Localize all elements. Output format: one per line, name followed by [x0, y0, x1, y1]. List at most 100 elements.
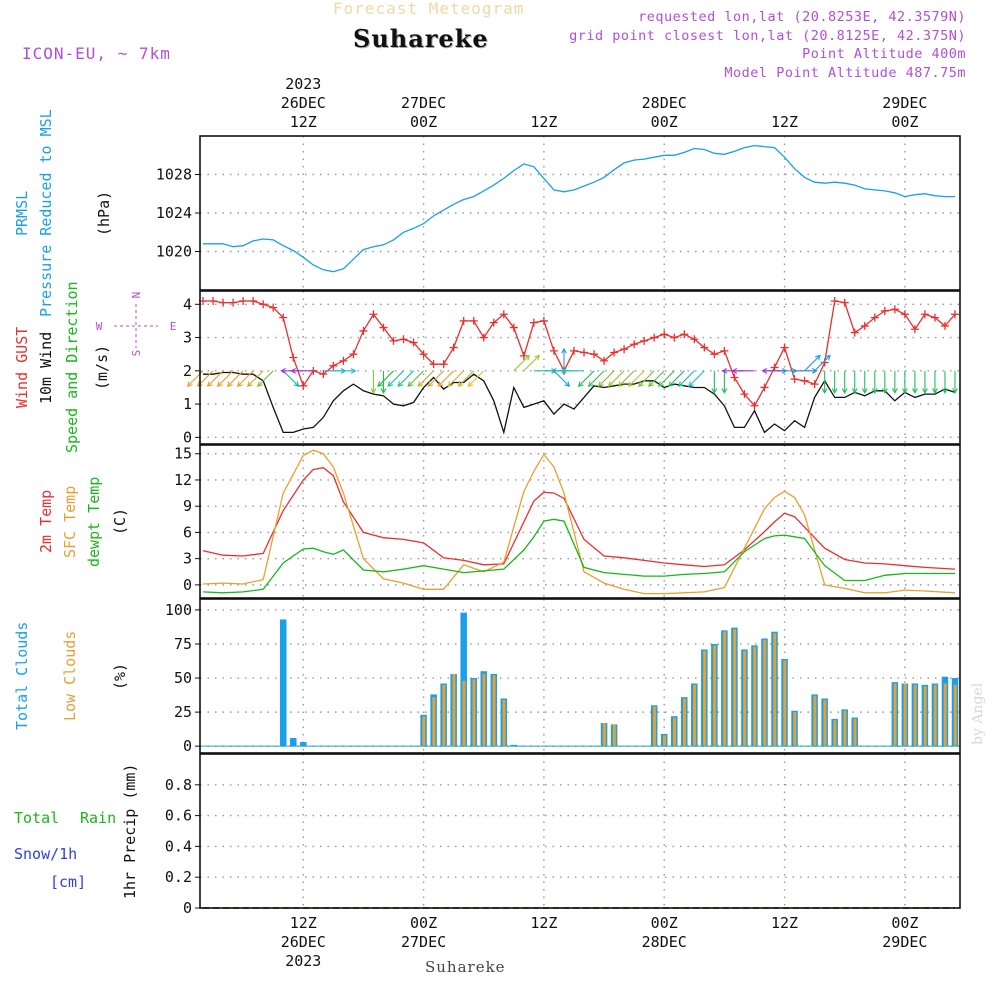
gust-marker [459, 316, 468, 325]
wind-direction-arrow [256, 370, 274, 388]
pressure-line [203, 144, 955, 273]
clouds-bar-low [773, 633, 777, 747]
wind-direction-arrow [523, 354, 541, 372]
gust-marker [229, 298, 238, 307]
precip-tick-label: 0.6 [165, 807, 192, 825]
gust-marker [620, 345, 629, 354]
clouds-bar-low [422, 716, 426, 747]
precip-legend-unit: [cm] [50, 873, 87, 891]
clouds-bar-low [733, 628, 737, 747]
credit-watermark: by Angel [970, 682, 986, 745]
gust-marker [860, 321, 869, 330]
gust-marker [409, 338, 418, 347]
gust-marker [900, 310, 909, 319]
gust-marker [359, 326, 368, 335]
compass-north: N [130, 292, 143, 299]
requested-coords: requested lon,lat (20.8253E, 42.3579N) [638, 9, 966, 25]
gust-marker [329, 361, 338, 370]
clouds-bar-low [502, 699, 506, 747]
clouds-bar-low [923, 686, 927, 747]
gust-marker [419, 350, 428, 359]
temperature-tick-label: 6 [183, 523, 192, 541]
pressure-panel: 1020 1024 1028 [156, 135, 961, 291]
2m-temp-line [202, 467, 956, 570]
gust-marker [850, 328, 859, 337]
clouds-bar-low [482, 673, 486, 747]
sfc-temp-line [202, 449, 956, 595]
wind-direction-arrow [282, 370, 300, 388]
wind-frame [199, 290, 961, 445]
gust-marker [489, 318, 498, 327]
gust-marker [780, 343, 789, 352]
temperature-panel: 0 3 6 9 12 15 [174, 444, 961, 599]
temperature-axis-label: SFC Temp [61, 485, 79, 558]
clouds-tick-label: 0 [183, 737, 192, 755]
wind-direction-arrow [387, 370, 404, 388]
chart-top-title: Forecast Meteogram [333, 0, 525, 18]
clouds-bar-low [943, 683, 947, 747]
wind-direction-arrow [761, 367, 785, 374]
clouds-bar-low [693, 684, 697, 747]
gust-marker [590, 350, 599, 359]
gridpoint-coords: grid point closest lon,lat (20.8125E, 42… [569, 28, 966, 44]
clouds-axis-label: (%) [111, 662, 129, 690]
wind-direction-arrow [637, 370, 655, 388]
clouds-bar-low [442, 684, 446, 747]
bottom-time-label: 00Z [891, 914, 919, 932]
wind-direction-arrow [851, 370, 858, 394]
pressure-axis-label: (hPa) [95, 190, 113, 236]
wind-axis-label: 10m Wind [37, 331, 55, 404]
dewpt-temp-line [202, 518, 955, 594]
wind-direction-arrow [952, 370, 958, 394]
wind-direction-arrow [658, 370, 675, 388]
gust-marker [509, 323, 518, 332]
clouds-tick-label: 100 [165, 601, 192, 619]
wind-direction-arrow [871, 370, 878, 394]
pressure-axis-label: PRMSL [13, 190, 31, 236]
clouds-bar-low [953, 684, 957, 747]
gust-marker [670, 333, 679, 342]
temperature-axis-label: dewpt Temp [85, 476, 103, 567]
wind-direction-arrow [417, 370, 435, 388]
gust-marker [580, 348, 589, 357]
gust-marker [730, 373, 739, 382]
gust-marker [680, 330, 689, 339]
wind-direction-arrow [794, 367, 818, 374]
wind-direction-arrow [407, 370, 424, 388]
gust-marker [379, 323, 388, 332]
wind-direction-arrow [246, 370, 264, 388]
gust-marker [810, 380, 819, 389]
clouds-bar-low [743, 650, 747, 747]
gust-marker [269, 303, 278, 312]
gust-marker [219, 298, 228, 307]
wind-direction-arrow [467, 370, 485, 388]
bottom-time-label: 00Z [410, 914, 438, 932]
gust-marker [710, 350, 719, 359]
wind-direction-arrow [668, 370, 685, 388]
wind-direction-arrow [922, 370, 928, 394]
wind-axis-label: (m/s) [93, 344, 111, 391]
top-time-label: 12Z [289, 113, 317, 131]
wind-tick-label: 2 [183, 362, 192, 380]
gust-marker [499, 310, 508, 319]
clouds-bar-total [289, 738, 297, 747]
wind-direction-arrow [821, 370, 828, 394]
wind-tick-label: 3 [183, 329, 192, 347]
wind-direction-arrow [711, 370, 718, 394]
gust-marker [660, 330, 669, 339]
wind-direction-arrow [370, 370, 377, 394]
gust-marker [890, 305, 899, 314]
model-label: ICON-EU, ~ 7km [22, 44, 171, 63]
wind-direction-arrow [447, 370, 465, 388]
wind-direction-arrow [577, 370, 595, 388]
gust-marker [209, 296, 218, 305]
precip-tick-label: 0 [183, 899, 192, 917]
bottom-time-label: 29DEC [882, 933, 928, 951]
top-time-label: 27DEC [401, 94, 447, 112]
bottom-time-label: 12Z [770, 914, 799, 932]
gust-marker [259, 300, 268, 309]
point-altitude: Point Altitude 400m [802, 46, 966, 62]
wind-direction-arrow [627, 370, 645, 388]
wind-direction-arrow [290, 367, 314, 374]
